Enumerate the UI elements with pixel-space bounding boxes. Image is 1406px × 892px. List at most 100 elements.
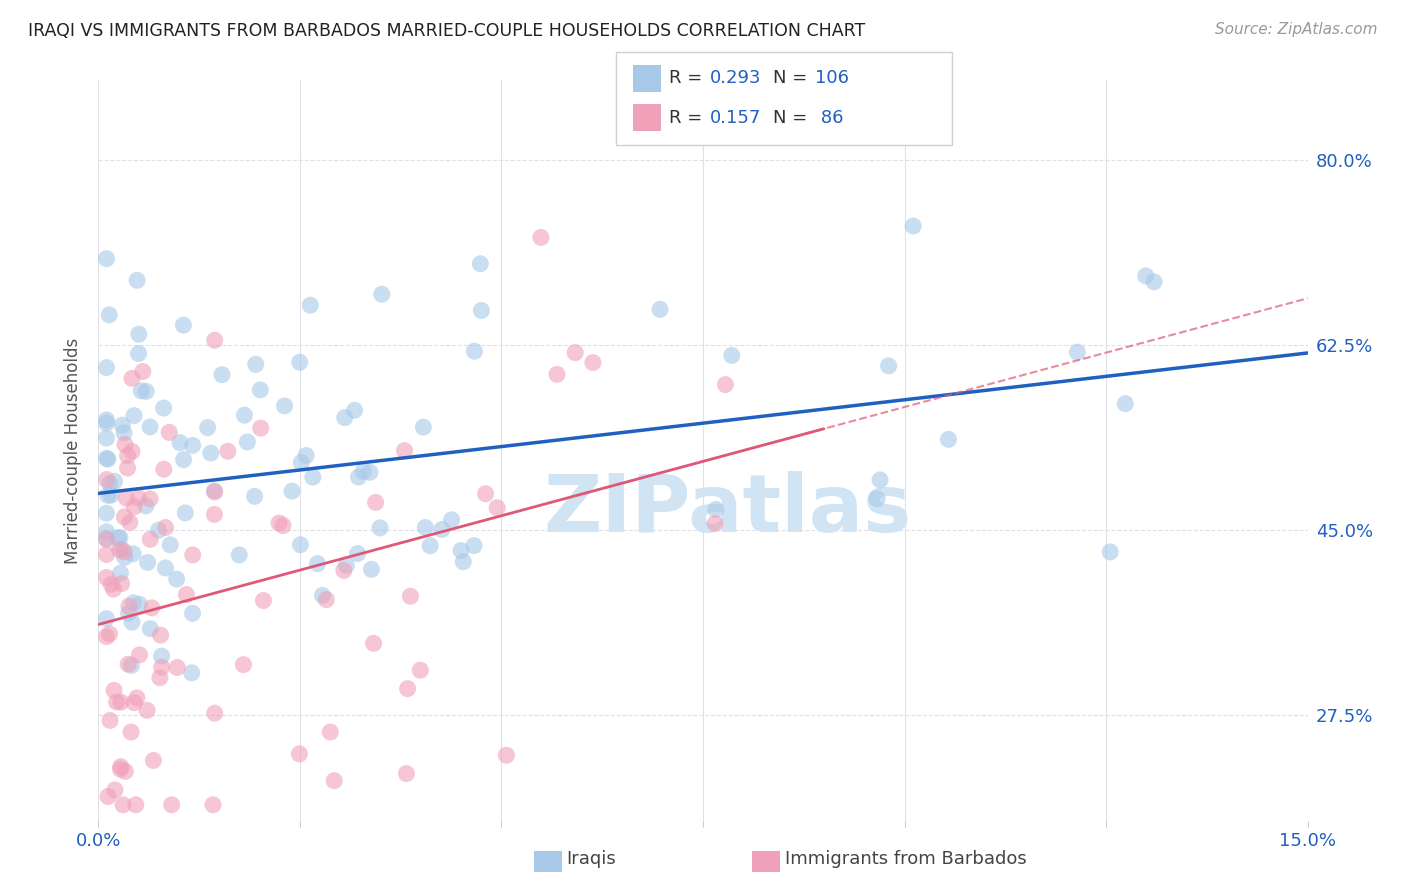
Text: ZIPatlas: ZIPatlas (543, 471, 911, 549)
Point (169, 435, 191, 450)
Point (112, 797, 135, 812)
Point (96, 548, 118, 562)
Point (157, 425, 180, 440)
Point (347, 470, 370, 484)
Point (315, 592, 337, 607)
Point (174, 506, 197, 520)
Point (470, 257, 492, 271)
Point (121, 371, 143, 385)
Point (546, 368, 568, 382)
Point (323, 773, 346, 788)
Point (128, 327, 150, 342)
Point (450, 543, 472, 558)
Point (1066, 345, 1088, 359)
Point (204, 508, 226, 522)
Point (470, 303, 492, 318)
Point (110, 695, 132, 709)
Point (938, 433, 960, 447)
Point (105, 695, 128, 709)
Point (110, 759, 132, 773)
Point (267, 516, 290, 530)
Point (136, 703, 159, 717)
Point (217, 444, 239, 458)
Point (877, 359, 900, 373)
Point (96, 451, 118, 466)
Point (98, 714, 121, 728)
Point (648, 302, 671, 317)
Point (419, 539, 441, 553)
Point (903, 219, 925, 233)
Point (128, 346, 150, 360)
Y-axis label: Married-couple Households: Married-couple Households (65, 337, 83, 564)
Point (486, 500, 509, 515)
Point (115, 491, 138, 505)
Text: N =: N = (773, 70, 813, 87)
Point (582, 355, 605, 369)
Point (97, 488, 120, 502)
Point (139, 533, 162, 547)
Point (271, 518, 294, 533)
Point (453, 555, 475, 569)
Point (96, 612, 118, 626)
Point (335, 558, 357, 573)
Point (1099, 545, 1122, 559)
Point (121, 444, 143, 458)
Point (100, 577, 122, 591)
Text: N =: N = (773, 109, 813, 127)
Point (173, 452, 195, 467)
Point (243, 489, 266, 503)
Point (290, 538, 312, 552)
Point (346, 547, 368, 561)
Point (96, 360, 118, 375)
Point (96, 570, 118, 584)
Point (249, 383, 271, 397)
Point (412, 420, 434, 434)
Point (120, 725, 142, 739)
Point (103, 582, 125, 596)
Point (290, 456, 312, 470)
Point (200, 446, 222, 460)
Point (128, 648, 150, 662)
Point (288, 747, 311, 761)
Point (395, 766, 418, 780)
Point (114, 764, 136, 779)
Point (201, 797, 224, 812)
Text: Source: ZipAtlas.com: Source: ZipAtlas.com (1215, 22, 1378, 37)
Point (319, 725, 342, 739)
Point (127, 491, 149, 505)
Point (307, 557, 329, 571)
Point (211, 368, 233, 382)
Point (96, 416, 118, 430)
Point (233, 408, 256, 422)
Point (155, 561, 177, 575)
Point (720, 348, 742, 362)
Text: 0.157: 0.157 (710, 109, 762, 127)
Point (704, 516, 727, 531)
Point (128, 597, 150, 611)
Point (352, 464, 374, 478)
Point (249, 421, 271, 435)
Point (112, 545, 135, 559)
Point (98, 476, 121, 491)
Point (112, 510, 135, 524)
Point (136, 556, 159, 570)
Point (122, 500, 145, 514)
Point (148, 523, 170, 537)
Point (117, 461, 139, 475)
Point (399, 589, 422, 603)
Point (463, 344, 485, 359)
Point (96, 431, 118, 445)
Point (181, 438, 204, 452)
Point (97, 789, 120, 804)
Point (141, 600, 163, 615)
Point (430, 523, 453, 537)
Point (103, 683, 125, 698)
Point (117, 449, 139, 463)
Point (180, 665, 202, 680)
Point (114, 437, 136, 451)
Point (135, 499, 157, 513)
Point (295, 449, 318, 463)
Point (98, 308, 121, 322)
Point (114, 550, 136, 565)
Point (333, 564, 356, 578)
